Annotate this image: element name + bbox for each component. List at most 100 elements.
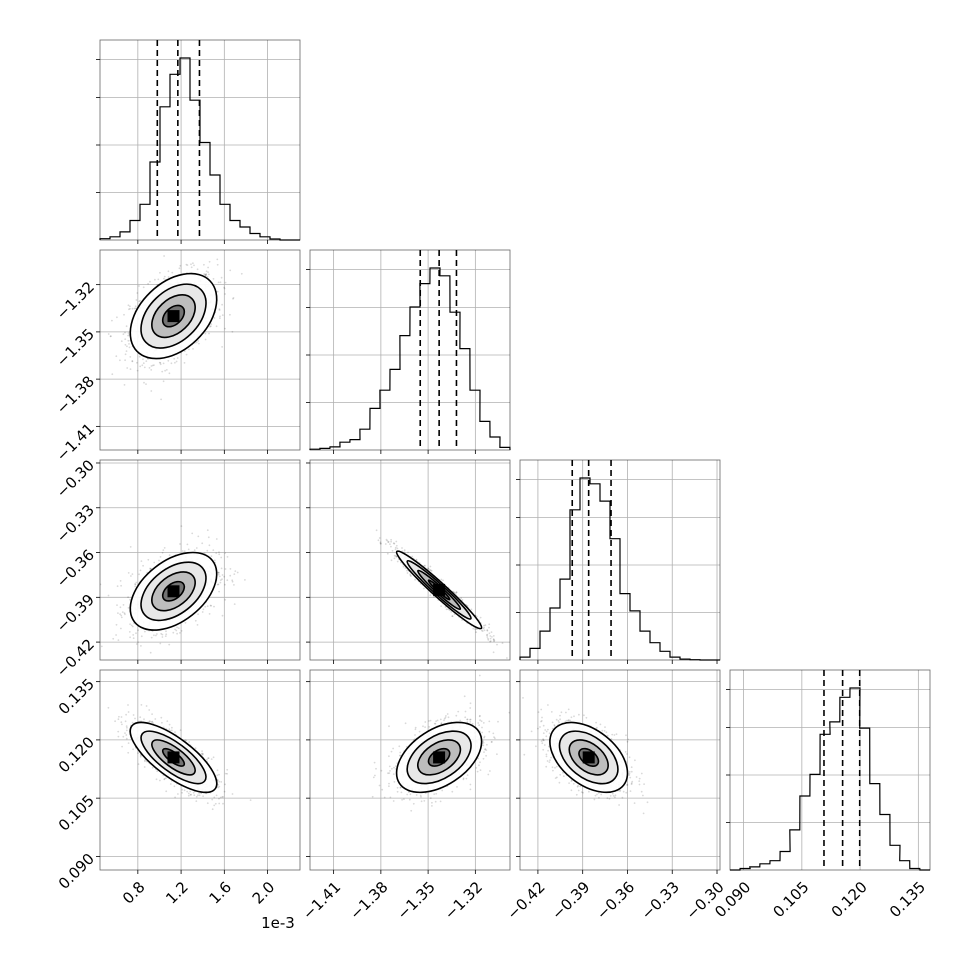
sample-point bbox=[231, 793, 234, 795]
sample-point bbox=[492, 635, 495, 637]
sample-point bbox=[130, 624, 133, 627]
sample-point bbox=[387, 541, 390, 543]
sample-point bbox=[385, 538, 388, 541]
density-content bbox=[310, 460, 510, 660]
sample-point bbox=[180, 525, 183, 527]
sample-point bbox=[219, 579, 222, 582]
sample-point bbox=[142, 564, 144, 567]
sample-point bbox=[440, 578, 443, 581]
sample-point bbox=[193, 794, 196, 797]
sample-point bbox=[488, 623, 491, 626]
sample-point bbox=[177, 627, 180, 629]
sample-point bbox=[218, 773, 220, 776]
sample-point bbox=[155, 778, 158, 781]
sample-point bbox=[129, 623, 131, 626]
sample-point bbox=[390, 545, 392, 548]
sample-point bbox=[134, 305, 137, 308]
sample-point bbox=[380, 542, 382, 545]
sample-point bbox=[406, 572, 409, 574]
sample-point bbox=[107, 333, 110, 335]
sample-point bbox=[389, 543, 391, 545]
sample-point bbox=[149, 651, 152, 654]
sample-point bbox=[207, 757, 210, 759]
sample-point bbox=[117, 735, 120, 738]
sample-point bbox=[204, 605, 207, 608]
sample-point bbox=[221, 796, 224, 798]
sample-point bbox=[406, 569, 408, 572]
sample-point bbox=[119, 613, 121, 616]
sample-point bbox=[176, 626, 178, 629]
sample-point bbox=[211, 798, 214, 801]
sample-point bbox=[207, 757, 209, 760]
sample-point bbox=[150, 369, 153, 371]
sample-point bbox=[122, 735, 125, 738]
sample-point bbox=[222, 802, 224, 805]
sample-point bbox=[223, 286, 225, 289]
sample-point bbox=[127, 334, 129, 337]
sample-point bbox=[149, 567, 152, 570]
sample-point bbox=[187, 792, 190, 795]
sample-point bbox=[411, 555, 414, 558]
sample-point bbox=[131, 360, 134, 362]
sample-point bbox=[396, 560, 399, 563]
sample-point bbox=[223, 790, 226, 793]
sample-point bbox=[123, 384, 126, 386]
sample-point bbox=[218, 802, 221, 805]
sample-point bbox=[170, 729, 173, 732]
sample-point bbox=[160, 398, 162, 401]
sample-point bbox=[129, 307, 131, 310]
sample-point bbox=[233, 584, 235, 586]
sample-point bbox=[150, 390, 153, 392]
sample-point bbox=[375, 529, 378, 532]
sample-point bbox=[219, 315, 221, 318]
sample-point bbox=[203, 273, 205, 275]
sample-point bbox=[171, 271, 174, 274]
sample-point bbox=[183, 350, 186, 353]
sample-point bbox=[377, 539, 380, 542]
sample-point bbox=[491, 636, 493, 638]
sample-point bbox=[387, 540, 390, 543]
sample-point bbox=[195, 795, 198, 798]
sample-point bbox=[220, 567, 223, 570]
sample-point bbox=[474, 628, 476, 631]
sample-point bbox=[196, 624, 199, 626]
sample-point bbox=[451, 615, 454, 618]
panel-frame bbox=[519, 459, 721, 661]
sample-point bbox=[393, 554, 396, 557]
sample-point bbox=[208, 260, 211, 263]
sample-point bbox=[127, 339, 130, 342]
sample-point bbox=[125, 734, 128, 736]
sample-point bbox=[143, 718, 145, 721]
sample-point bbox=[127, 704, 129, 706]
sample-point bbox=[165, 777, 167, 779]
sample-point bbox=[205, 270, 208, 273]
sample-point bbox=[168, 723, 171, 726]
sample-point bbox=[124, 720, 127, 723]
sample-point bbox=[430, 570, 433, 572]
sample-point bbox=[192, 791, 195, 794]
sample-point bbox=[173, 785, 176, 788]
sample-point bbox=[218, 551, 220, 554]
sample-point bbox=[213, 605, 215, 608]
sample-point bbox=[149, 720, 151, 723]
sample-point bbox=[124, 353, 127, 356]
sample-point bbox=[151, 720, 154, 723]
sample-point bbox=[151, 713, 153, 715]
sample-point bbox=[216, 769, 219, 772]
sample-point bbox=[197, 794, 199, 797]
sample-point bbox=[461, 599, 464, 601]
sample-point bbox=[216, 583, 219, 586]
sample-point bbox=[201, 611, 204, 613]
sample-point bbox=[120, 716, 123, 718]
sample-point bbox=[135, 581, 138, 584]
sample-point bbox=[445, 608, 448, 611]
sample-point bbox=[201, 754, 204, 756]
sample-point bbox=[205, 273, 207, 275]
sample-point bbox=[210, 555, 213, 558]
sample-point bbox=[137, 752, 139, 754]
sample-point bbox=[492, 651, 495, 654]
sample-point bbox=[224, 568, 227, 570]
panel-frame bbox=[729, 669, 931, 871]
sample-point bbox=[128, 346, 131, 349]
sample-point bbox=[107, 594, 110, 597]
